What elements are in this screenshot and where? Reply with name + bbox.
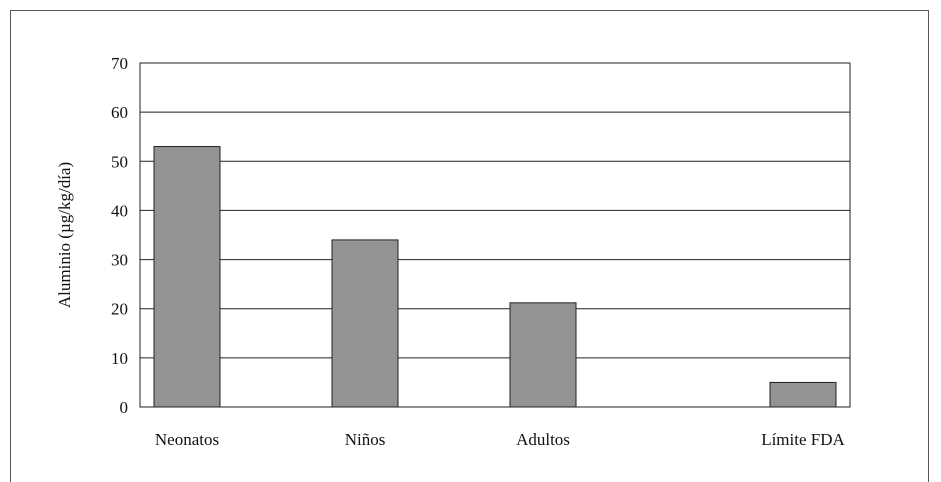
x-tick-label: Adultos bbox=[516, 430, 570, 449]
bar-2 bbox=[509, 302, 577, 408]
y-tick-label: 40 bbox=[111, 201, 128, 220]
y-tick-label: 10 bbox=[111, 349, 128, 368]
x-tick-labels: Neonatos Niños Adultos Límite FDA bbox=[155, 430, 846, 449]
y-tick-label: 20 bbox=[111, 300, 128, 319]
y-tick-label: 0 bbox=[120, 398, 129, 417]
bars bbox=[153, 146, 837, 408]
y-tick-label: 30 bbox=[111, 251, 128, 270]
y-tick-label: 70 bbox=[111, 54, 128, 73]
x-tick-label: Límite FDA bbox=[761, 430, 845, 449]
bar-1 bbox=[331, 239, 399, 408]
x-tick-label: Niños bbox=[345, 430, 386, 449]
y-tick-labels: 0 10 20 30 40 50 60 70 bbox=[111, 54, 128, 417]
x-tick-label: Neonatos bbox=[155, 430, 219, 449]
y-tick-label: 50 bbox=[111, 152, 128, 171]
y-tick-label: 60 bbox=[111, 103, 128, 122]
bar-0 bbox=[153, 146, 221, 408]
gridlines bbox=[140, 111, 850, 359]
y-axis-title: Aluminio (µg/kg/día) bbox=[55, 162, 74, 308]
plot-area-border bbox=[139, 62, 851, 408]
bar-3 bbox=[769, 381, 837, 408]
